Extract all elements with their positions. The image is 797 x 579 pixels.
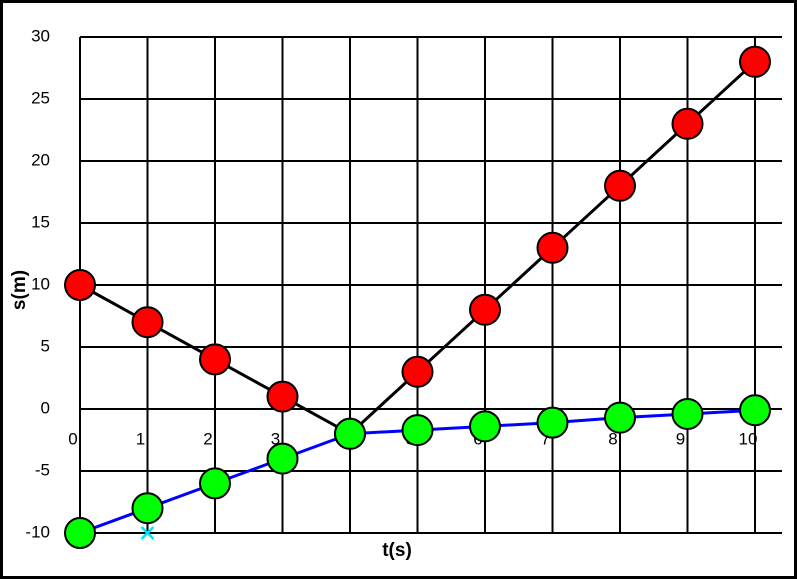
y-tick-label: 10 xyxy=(31,274,50,293)
data-point xyxy=(64,517,96,549)
data-point xyxy=(536,406,569,439)
data-point xyxy=(469,293,501,326)
data-point xyxy=(266,442,299,475)
data-point xyxy=(401,355,434,388)
data-point xyxy=(131,492,164,525)
data-point xyxy=(671,397,704,430)
y-tick-label: 25 xyxy=(31,88,50,107)
data-point xyxy=(401,414,434,447)
y-tick-label: 20 xyxy=(31,150,50,169)
data-point xyxy=(739,394,771,427)
y-tick-label: 15 xyxy=(31,212,50,231)
x-tick-label: 7 xyxy=(541,429,550,448)
y-tick-label: 5 xyxy=(41,336,50,355)
data-point xyxy=(199,343,231,376)
data-point xyxy=(140,526,155,540)
y-tick-label: -5 xyxy=(35,460,50,479)
data-point xyxy=(469,410,501,443)
data-point xyxy=(739,45,771,78)
cross-mark xyxy=(140,526,155,540)
x-tick-label: 8 xyxy=(608,429,617,448)
y-tick-label: -10 xyxy=(25,522,50,541)
data-point xyxy=(64,269,96,301)
y-axis-title: s(m) xyxy=(9,270,30,310)
data-point xyxy=(266,380,299,413)
x-tick-label: 1 xyxy=(136,429,145,448)
y-tick-label: 30 xyxy=(31,26,50,45)
x-tick-label: 9 xyxy=(676,429,685,448)
x-axis-title: t(s) xyxy=(382,540,412,561)
plot xyxy=(64,45,771,549)
data-point xyxy=(604,401,636,434)
y-tick-label: 0 xyxy=(41,398,50,417)
data-point xyxy=(536,231,569,264)
data-point xyxy=(334,417,366,450)
x-tick-label: 0 xyxy=(68,429,77,448)
data-point xyxy=(199,467,231,500)
x-tick-label: 3 xyxy=(271,429,280,448)
data-point xyxy=(131,306,164,339)
data-point xyxy=(604,169,636,202)
x-tick-label: 10 xyxy=(739,429,758,448)
data-point xyxy=(671,107,704,140)
chart-background xyxy=(3,3,794,576)
x-tick-label: 2 xyxy=(203,429,212,448)
